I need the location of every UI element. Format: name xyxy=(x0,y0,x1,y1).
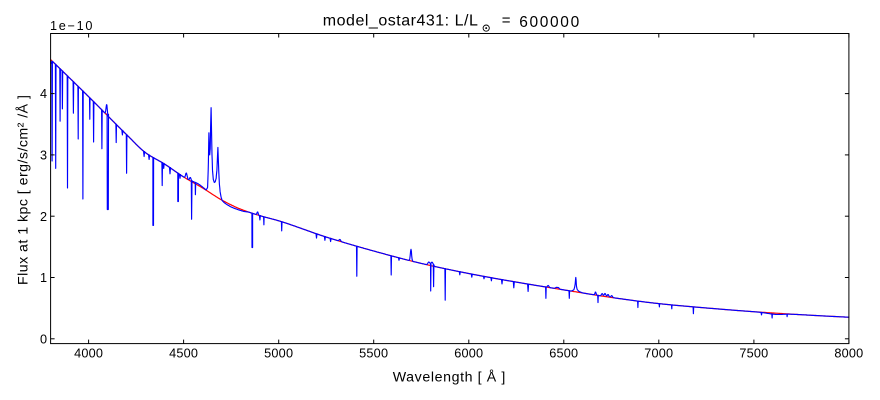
svg-text:Wavelength [ Å ]: Wavelength [ Å ] xyxy=(393,369,506,386)
svg-text:8000: 8000 xyxy=(834,347,863,361)
svg-text:=: = xyxy=(502,12,511,29)
svg-text:7000: 7000 xyxy=(644,347,673,361)
svg-text:4: 4 xyxy=(40,87,47,101)
svg-text:6500: 6500 xyxy=(549,347,578,361)
svg-text:0: 0 xyxy=(40,332,47,346)
svg-text:model_ostar431: L/L: model_ostar431: L/L xyxy=(323,12,479,29)
svg-text:3: 3 xyxy=(40,149,47,163)
svg-text:600000: 600000 xyxy=(519,14,581,31)
svg-text:7500: 7500 xyxy=(739,347,768,361)
svg-text:4500: 4500 xyxy=(169,347,198,361)
svg-text:6000: 6000 xyxy=(454,347,483,361)
svg-text:4000: 4000 xyxy=(74,347,103,361)
svg-text:5500: 5500 xyxy=(359,347,388,361)
svg-text:2: 2 xyxy=(40,210,47,224)
svg-text:Flux at 1 kpc [ erg/s/cm² /Å ]: Flux at 1 kpc [ erg/s/cm² /Å ] xyxy=(14,95,31,285)
svg-text:1: 1 xyxy=(40,271,47,285)
svg-text:5000: 5000 xyxy=(264,347,293,361)
svg-text:1e−10: 1e−10 xyxy=(50,19,94,33)
